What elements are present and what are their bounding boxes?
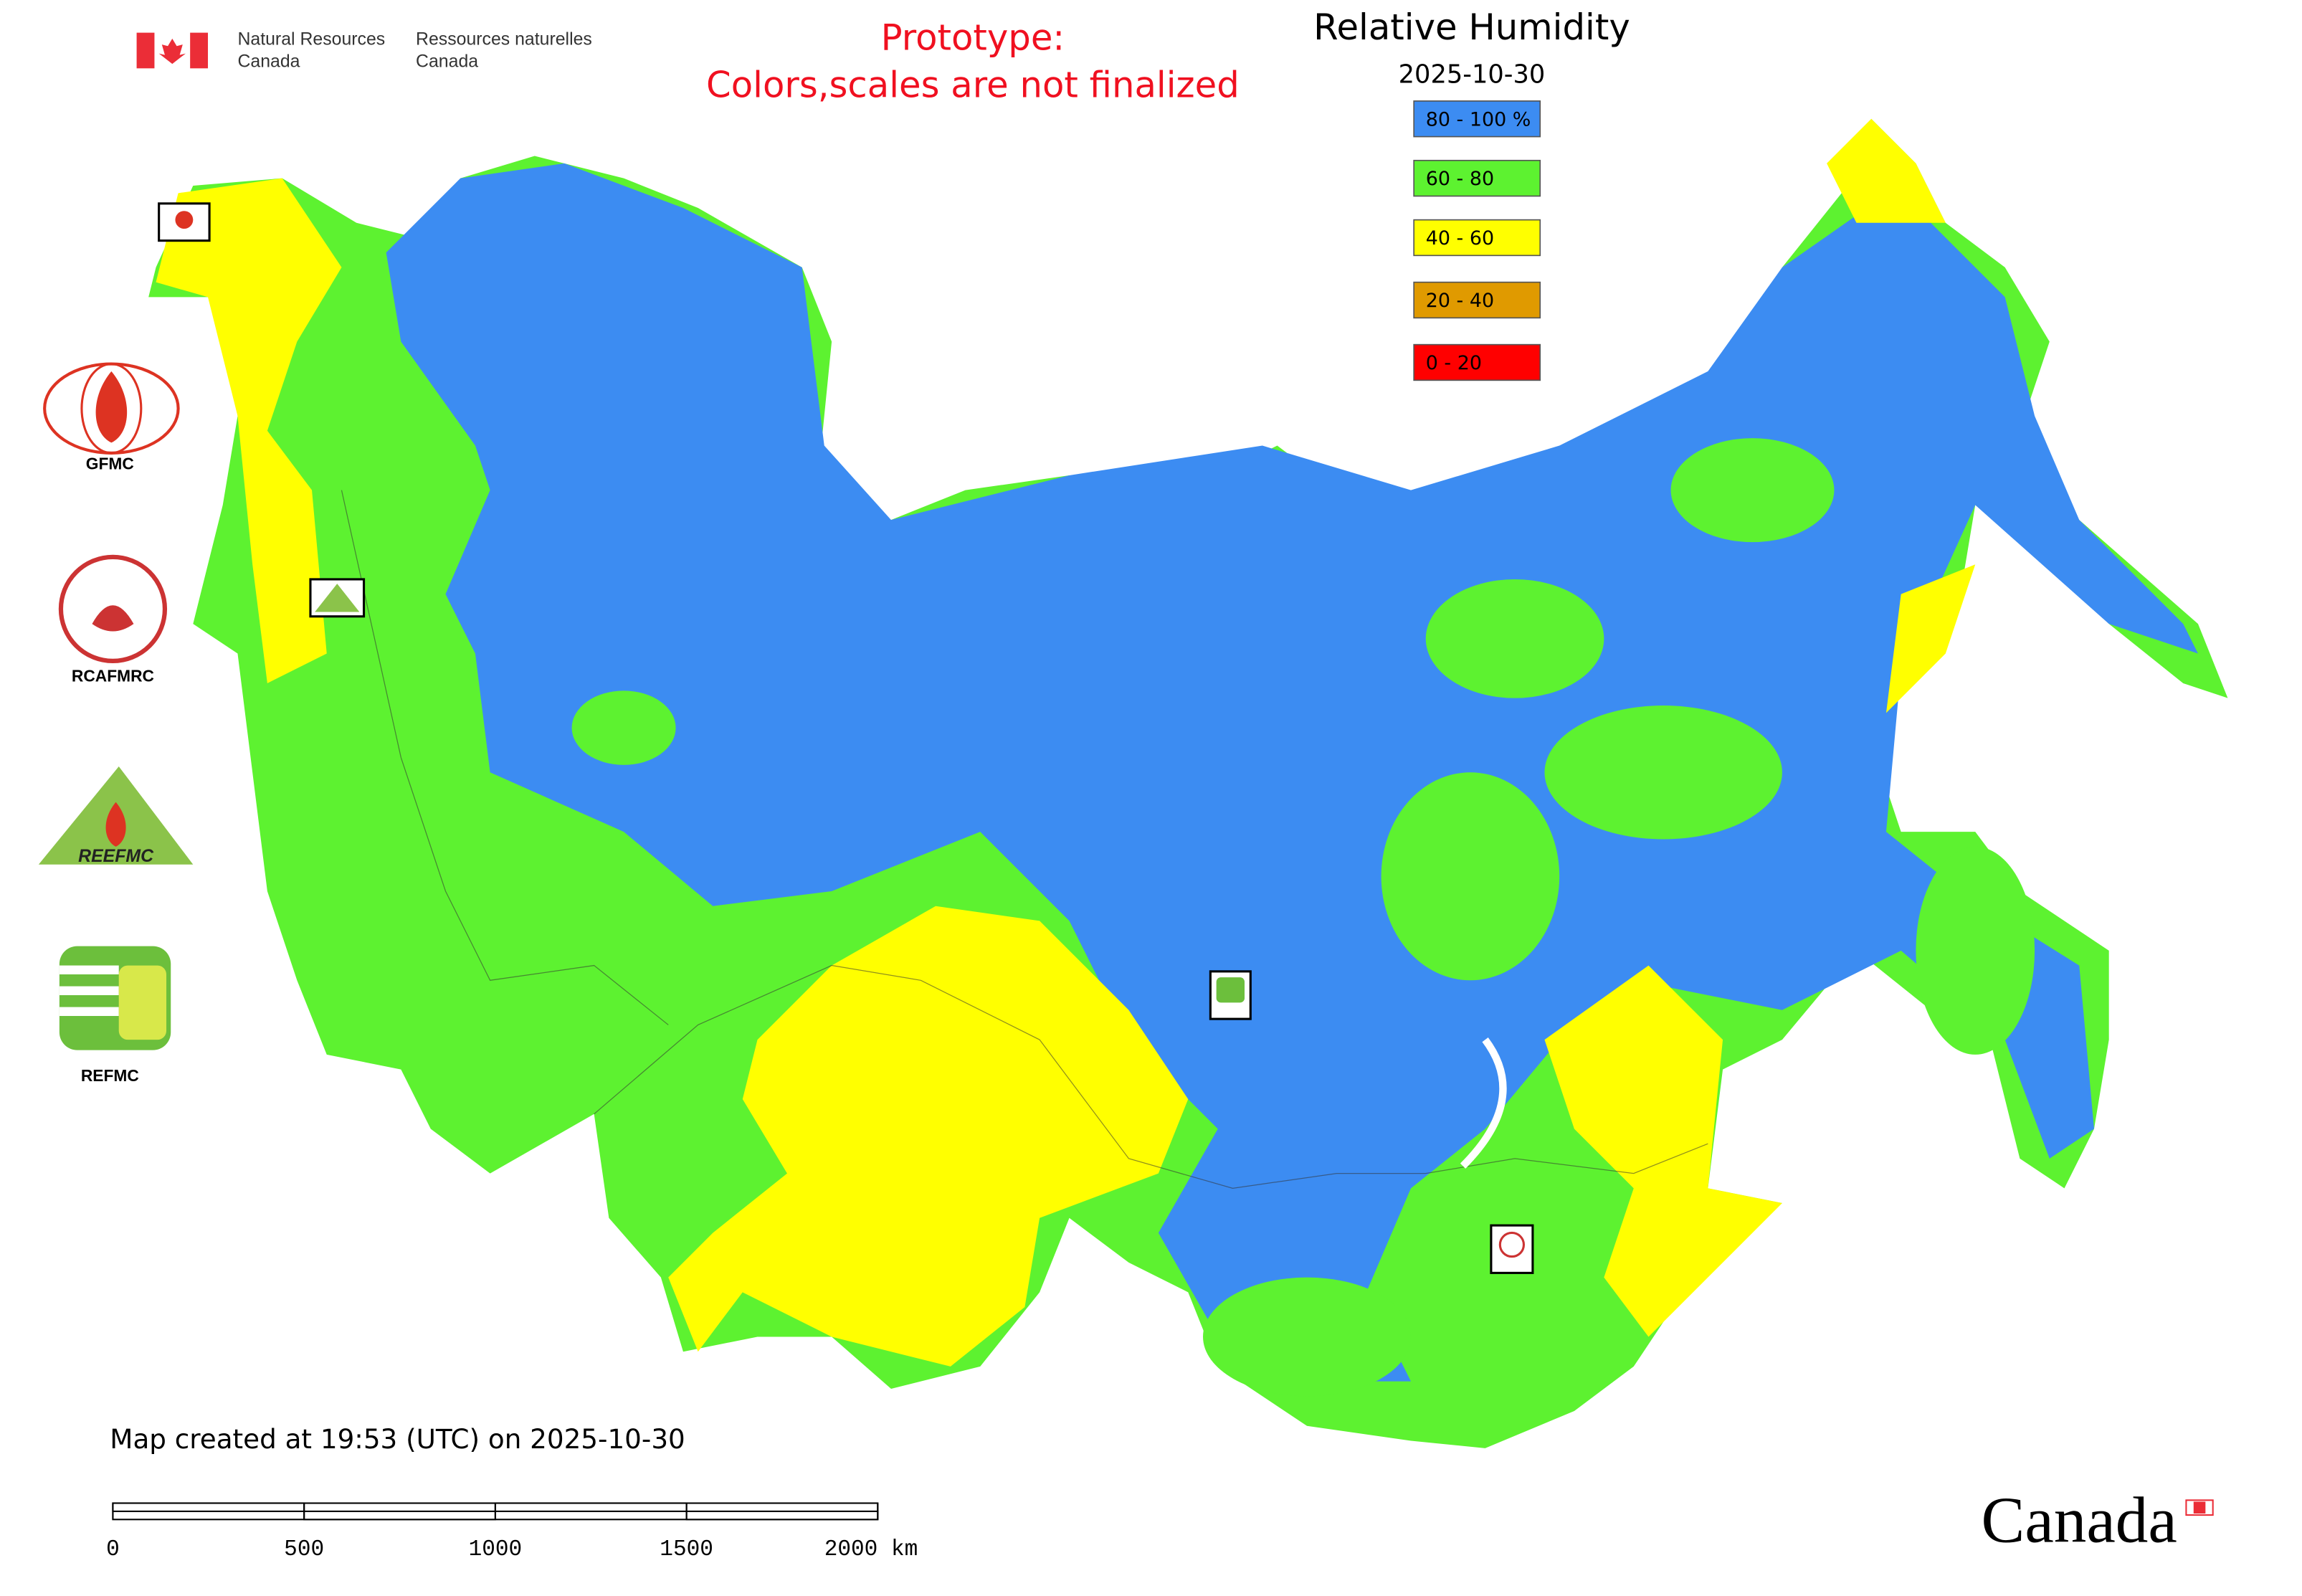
- scale-label: 1000: [469, 1537, 523, 1562]
- moist-region: [1544, 706, 1782, 840]
- moist-region: [1425, 579, 1604, 698]
- canada-wordmark: Canada: [1982, 1484, 2177, 1557]
- logo-rcafmrc: RCAFMRC: [58, 554, 168, 685]
- dry-region: [156, 178, 342, 683]
- logo-flame: [92, 605, 134, 632]
- boundary: [341, 490, 669, 1025]
- logo-stripe: [59, 986, 119, 996]
- legend-swatch: [1413, 219, 1541, 257]
- logo-label: GFMC: [86, 454, 134, 472]
- moist-region: [1381, 772, 1560, 981]
- scale-segment: [685, 1510, 879, 1521]
- legend-label: 60 - 80: [1426, 168, 1494, 190]
- logo-wordmark: REEFMC: [78, 847, 154, 866]
- agency-fr: Ressources naturelles: [416, 30, 592, 49]
- moist-region: [1916, 846, 2035, 1055]
- center-icon-mark: [1498, 1231, 1526, 1258]
- scale-unit: km: [891, 1537, 918, 1562]
- logo-stripe: [59, 965, 119, 975]
- moist-region: [1203, 1277, 1412, 1397]
- notice: Prototype:: [881, 16, 1065, 58]
- scale-segment: [494, 1502, 688, 1512]
- logo-label: RCAFMRC: [72, 667, 154, 685]
- logo-reefmc: REEFMC: [38, 766, 194, 866]
- boundary: [594, 964, 1708, 1189]
- agency-en: Natural Resources: [237, 30, 385, 49]
- center-icon-mark: [1216, 977, 1245, 1003]
- logo-stripe: [59, 1007, 119, 1017]
- logo-globe: [80, 363, 143, 455]
- center-icon-mark: [175, 211, 194, 229]
- flag-bar: [136, 32, 155, 69]
- scale-bar: 0 500 1000 1500 2000 km: [106, 1502, 918, 1562]
- legend-label: 80 - 100 %: [1426, 108, 1531, 130]
- moist-region: [571, 690, 676, 765]
- legend-label: 40 - 60: [1426, 227, 1494, 250]
- scale-segment: [112, 1502, 305, 1512]
- center-icon-mark: [315, 584, 360, 612]
- logo-flame: [95, 371, 128, 443]
- lake-baikal: [1460, 1037, 1507, 1169]
- legend-date: 2025-10-30: [1399, 60, 1546, 90]
- legend-label: 0 - 20: [1426, 352, 1482, 374]
- map: [148, 118, 2228, 1448]
- scale-label: 0: [106, 1537, 120, 1562]
- dry-region: [668, 906, 1189, 1367]
- scale-label: 1500: [660, 1537, 713, 1562]
- agency-en: Canada: [237, 52, 300, 72]
- flag-bar: [190, 32, 209, 69]
- legend-swatch: [1413, 100, 1541, 138]
- maple-leaf: [158, 38, 186, 65]
- footer-note: Map created at 19:53 (UTC) on 2025-10-30: [110, 1423, 685, 1455]
- government-signature: Natural Resources Canada Ressources natu…: [136, 30, 592, 72]
- dry-region: [1544, 965, 1782, 1337]
- logo-gfmc: GFMC: [43, 362, 180, 472]
- legend: 80 - 100 % 60 - 80 40 - 60 20 - 40 0 - 20: [1413, 100, 1541, 381]
- dry-region: [1885, 564, 1976, 713]
- dry-region: [1827, 118, 1946, 223]
- wordmark-flag-leaf: [2193, 1501, 2206, 1514]
- logo-label: REFMC: [81, 1066, 139, 1085]
- legend-swatch: [1413, 281, 1541, 319]
- legend-swatch: [1413, 159, 1541, 197]
- logo-panel: [118, 965, 167, 1040]
- legend-label: 20 - 40: [1426, 290, 1494, 312]
- scale-segment: [303, 1510, 496, 1521]
- moist-region: [1670, 438, 1835, 543]
- logo-flame: [105, 802, 126, 847]
- notice: Colors,scales are not finalized: [706, 65, 1240, 106]
- legend-title: Relative Humidity: [1313, 6, 1630, 48]
- scale-label: 500: [284, 1537, 324, 1562]
- logo-refmc: REFMC: [59, 946, 171, 1085]
- legend-swatch: [1413, 343, 1541, 381]
- agency-fr: Canada: [416, 52, 478, 72]
- scale-label: 2000: [824, 1537, 878, 1562]
